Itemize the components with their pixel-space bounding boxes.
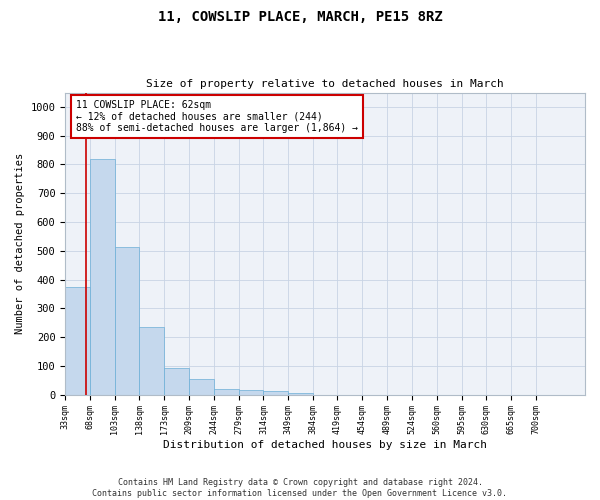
X-axis label: Distribution of detached houses by size in March: Distribution of detached houses by size … xyxy=(163,440,487,450)
Bar xyxy=(139,327,164,394)
Bar xyxy=(190,380,214,394)
Bar xyxy=(115,246,139,394)
Y-axis label: Number of detached properties: Number of detached properties xyxy=(15,153,25,334)
Text: 11, COWSLIP PLACE, MARCH, PE15 8RZ: 11, COWSLIP PLACE, MARCH, PE15 8RZ xyxy=(158,10,442,24)
Bar xyxy=(239,390,263,394)
Text: 11 COWSLIP PLACE: 62sqm
← 12% of detached houses are smaller (244)
88% of semi-d: 11 COWSLIP PLACE: 62sqm ← 12% of detache… xyxy=(76,100,358,134)
Bar xyxy=(65,287,90,395)
Title: Size of property relative to detached houses in March: Size of property relative to detached ho… xyxy=(146,79,504,89)
Bar xyxy=(164,368,188,394)
Bar xyxy=(263,391,288,394)
Bar xyxy=(90,158,115,394)
Text: Contains HM Land Registry data © Crown copyright and database right 2024.
Contai: Contains HM Land Registry data © Crown c… xyxy=(92,478,508,498)
Bar xyxy=(214,389,239,394)
Bar xyxy=(288,392,313,394)
